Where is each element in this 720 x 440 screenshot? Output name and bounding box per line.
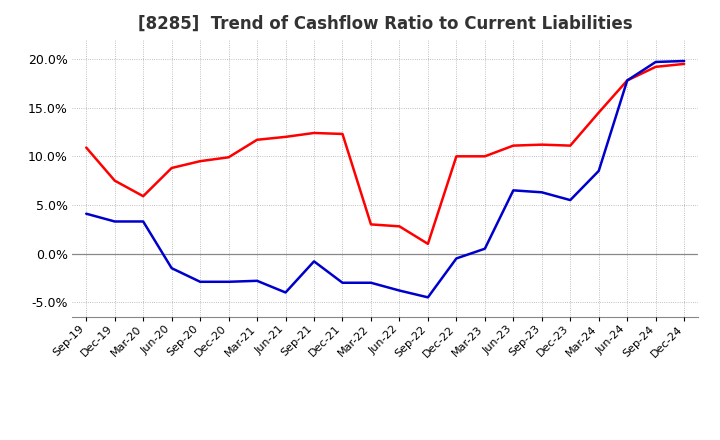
Title: [8285]  Trend of Cashflow Ratio to Current Liabilities: [8285] Trend of Cashflow Ratio to Curren… [138,15,632,33]
